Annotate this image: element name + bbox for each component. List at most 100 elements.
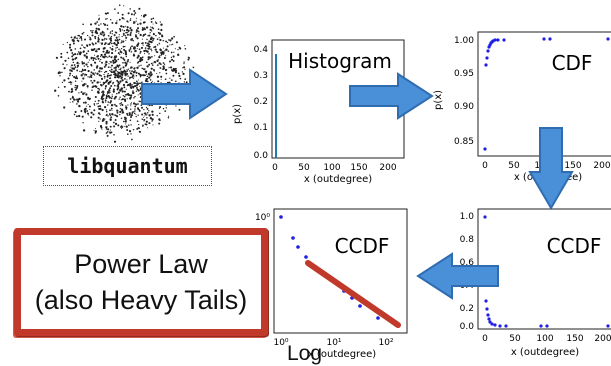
network-node [126, 20, 129, 23]
network-node [159, 48, 162, 50]
network-node [128, 94, 131, 97]
network-node [130, 133, 132, 135]
network-node [74, 84, 77, 87]
network-node [117, 87, 120, 90]
power-law-line1: Power Law [74, 249, 208, 279]
network-node [121, 40, 123, 42]
network-node [72, 53, 75, 56]
network-node [88, 105, 91, 108]
network-node [74, 35, 76, 37]
network-node [154, 55, 156, 57]
network-node [128, 130, 132, 133]
network-node [119, 110, 122, 114]
network-node [133, 55, 135, 57]
network-node [133, 112, 136, 115]
network-node [101, 61, 103, 64]
network-node [146, 73, 148, 75]
network-node [120, 99, 123, 101]
network-node [147, 58, 150, 61]
network-node [63, 79, 66, 82]
network-node [112, 59, 115, 62]
network-node [126, 114, 129, 116]
network-node [136, 23, 139, 26]
network-node [159, 43, 161, 45]
network-node [159, 49, 160, 51]
network-node [107, 56, 109, 58]
network-node [99, 42, 101, 44]
network-node [104, 84, 108, 88]
network-node [150, 40, 153, 44]
network-node [130, 124, 132, 126]
network-node [146, 127, 149, 129]
network-node [116, 76, 119, 78]
network-node [130, 18, 132, 20]
network-node [125, 125, 128, 128]
network-node [120, 117, 123, 120]
network-node [133, 76, 135, 78]
network-node [74, 86, 76, 89]
network-node [160, 78, 162, 80]
network-node [87, 65, 89, 68]
network-node [57, 71, 60, 75]
network-node [94, 100, 97, 103]
network-node [112, 71, 114, 73]
network-node [113, 104, 115, 106]
network-node [131, 111, 134, 114]
network-node [162, 52, 165, 55]
cdf-xtick: 150 [564, 161, 581, 171]
network-node [146, 111, 149, 114]
network-node [120, 71, 123, 74]
network-node [148, 122, 151, 125]
network-node [184, 47, 187, 50]
network-node [98, 107, 101, 110]
network-node [161, 35, 164, 38]
network-node [106, 131, 109, 133]
network-node [97, 102, 99, 105]
network-node [120, 125, 123, 128]
network-node [70, 90, 73, 94]
network-node [82, 129, 86, 132]
network-node [102, 117, 105, 119]
network-node [126, 79, 128, 81]
network-node [82, 84, 85, 87]
network-node [63, 106, 66, 109]
network-node [94, 95, 97, 99]
network-node [92, 43, 95, 46]
network-node [110, 85, 113, 87]
network-node [114, 61, 117, 64]
network-node [120, 56, 123, 59]
network-node [101, 42, 104, 45]
network-node [80, 38, 83, 40]
network-node [112, 81, 115, 84]
network-node [151, 50, 153, 52]
network-node [88, 36, 90, 38]
network-node [64, 60, 66, 62]
network-node [148, 56, 152, 59]
network-node [97, 57, 100, 60]
network-node [100, 84, 102, 86]
network-node [117, 52, 120, 55]
network-node [109, 125, 112, 128]
network-node [106, 134, 109, 137]
network-node [78, 34, 81, 37]
network-node [109, 109, 111, 112]
network-node [94, 22, 97, 25]
network-node [118, 64, 121, 67]
network-node [120, 73, 122, 76]
network-node [76, 66, 79, 68]
network-node [100, 58, 102, 61]
network-node [134, 95, 136, 98]
network-node [122, 32, 125, 35]
cdf-ytick: 0.85 [454, 137, 474, 147]
cdf-point [606, 37, 610, 41]
network-node [135, 29, 138, 32]
network-node [119, 68, 122, 71]
network-node [129, 119, 132, 122]
network-node [140, 19, 142, 21]
cdf-point [484, 63, 488, 67]
network-node [110, 107, 113, 110]
network-node [115, 43, 118, 47]
network-node [116, 39, 119, 42]
network-node [87, 61, 89, 63]
network-node [140, 15, 143, 17]
